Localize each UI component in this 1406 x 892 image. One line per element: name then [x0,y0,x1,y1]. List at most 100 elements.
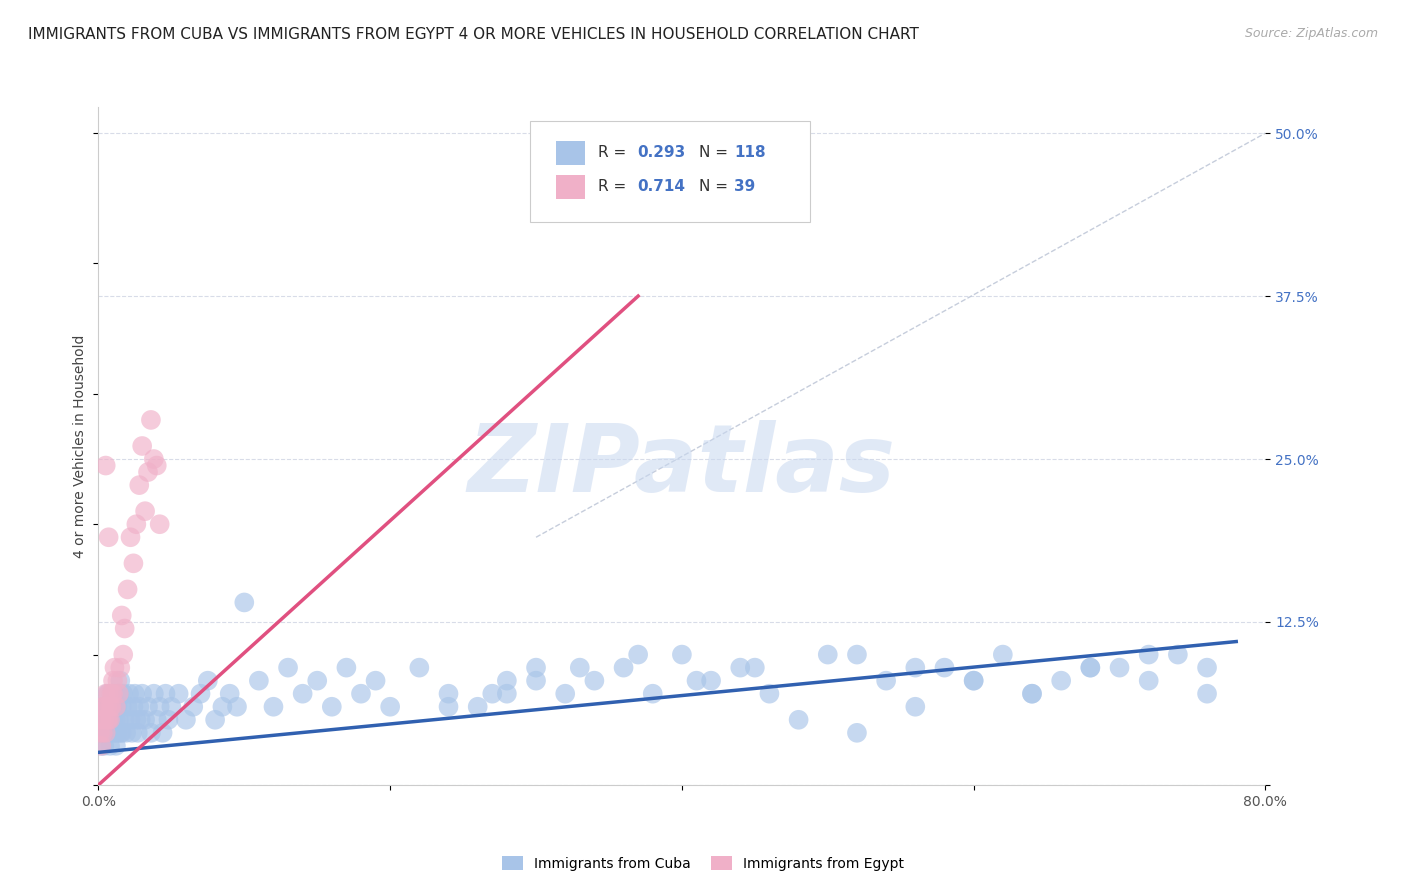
Point [962,673,984,688]
Text: N =: N = [699,145,734,160]
Point [496,673,519,688]
Point [101,713,124,727]
Point [627,648,650,662]
Point [91,726,114,740]
Point [350,687,373,701]
Point [96,713,118,727]
Point [291,687,314,701]
Point [97,687,120,701]
Point [408,660,430,674]
Point [111,608,134,623]
Point [481,687,503,701]
Point [321,699,343,714]
Point [1050,673,1073,688]
Point [160,699,183,714]
Point [98,713,121,727]
Point [142,452,165,467]
Point [97,713,120,727]
Point [1167,648,1189,662]
Point [1021,687,1043,701]
Point [467,699,489,714]
Point [105,699,128,714]
Point [104,739,127,753]
Point [437,699,460,714]
Point [335,660,357,674]
Text: 39: 39 [734,179,755,194]
Point [115,726,138,740]
Point [94,687,117,701]
Text: ZIPatlas: ZIPatlas [468,420,896,512]
FancyBboxPatch shape [555,141,585,165]
Point [90,713,112,727]
Point [524,673,547,688]
Point [1080,660,1102,674]
Point [128,478,150,492]
Point [114,622,136,636]
Point [105,726,128,740]
Point [103,687,125,701]
Point [105,673,128,688]
Point [89,726,111,740]
Point [262,699,284,714]
Point [108,687,131,701]
Point [110,726,132,740]
Point [120,713,142,727]
Point [139,413,162,427]
Point [685,673,707,688]
Point [277,660,299,674]
Point [380,699,402,714]
Point [1195,687,1218,701]
Point [136,699,159,714]
Point [730,660,752,674]
Point [110,660,132,674]
Point [104,713,127,727]
Point [139,726,162,740]
Point [226,699,249,714]
Point [124,687,146,701]
Point [846,726,869,740]
Point [1137,673,1160,688]
Point [96,699,118,714]
Point [93,739,115,753]
Point [568,660,591,674]
Point [108,687,131,701]
Point [146,458,169,473]
Point [1195,660,1218,674]
Point [98,739,121,753]
Point [97,699,120,714]
Point [103,726,125,740]
Point [934,660,956,674]
Point [90,713,112,727]
Point [1108,660,1130,674]
Point [93,713,115,727]
Point [496,687,519,701]
Text: N =: N = [699,179,734,194]
Point [817,648,839,662]
Point [98,699,121,714]
Point [167,687,190,701]
Point [90,739,112,753]
Point [125,713,148,727]
Point [91,699,114,714]
Point [111,699,134,714]
Point [90,739,112,753]
Point [129,713,152,727]
Point [94,726,117,740]
Text: 0.714: 0.714 [637,179,686,194]
Point [120,530,142,544]
Point [103,660,125,674]
Point [554,687,576,701]
Point [142,687,165,701]
Point [190,687,212,701]
Point [111,726,134,740]
Point [94,458,117,473]
Point [128,699,150,714]
Text: 0.293: 0.293 [637,145,686,160]
Point [583,673,606,688]
Point [108,713,131,727]
Point [875,673,897,688]
Point [233,595,256,609]
Point [437,687,460,701]
Point [125,517,148,532]
Point [700,673,723,688]
